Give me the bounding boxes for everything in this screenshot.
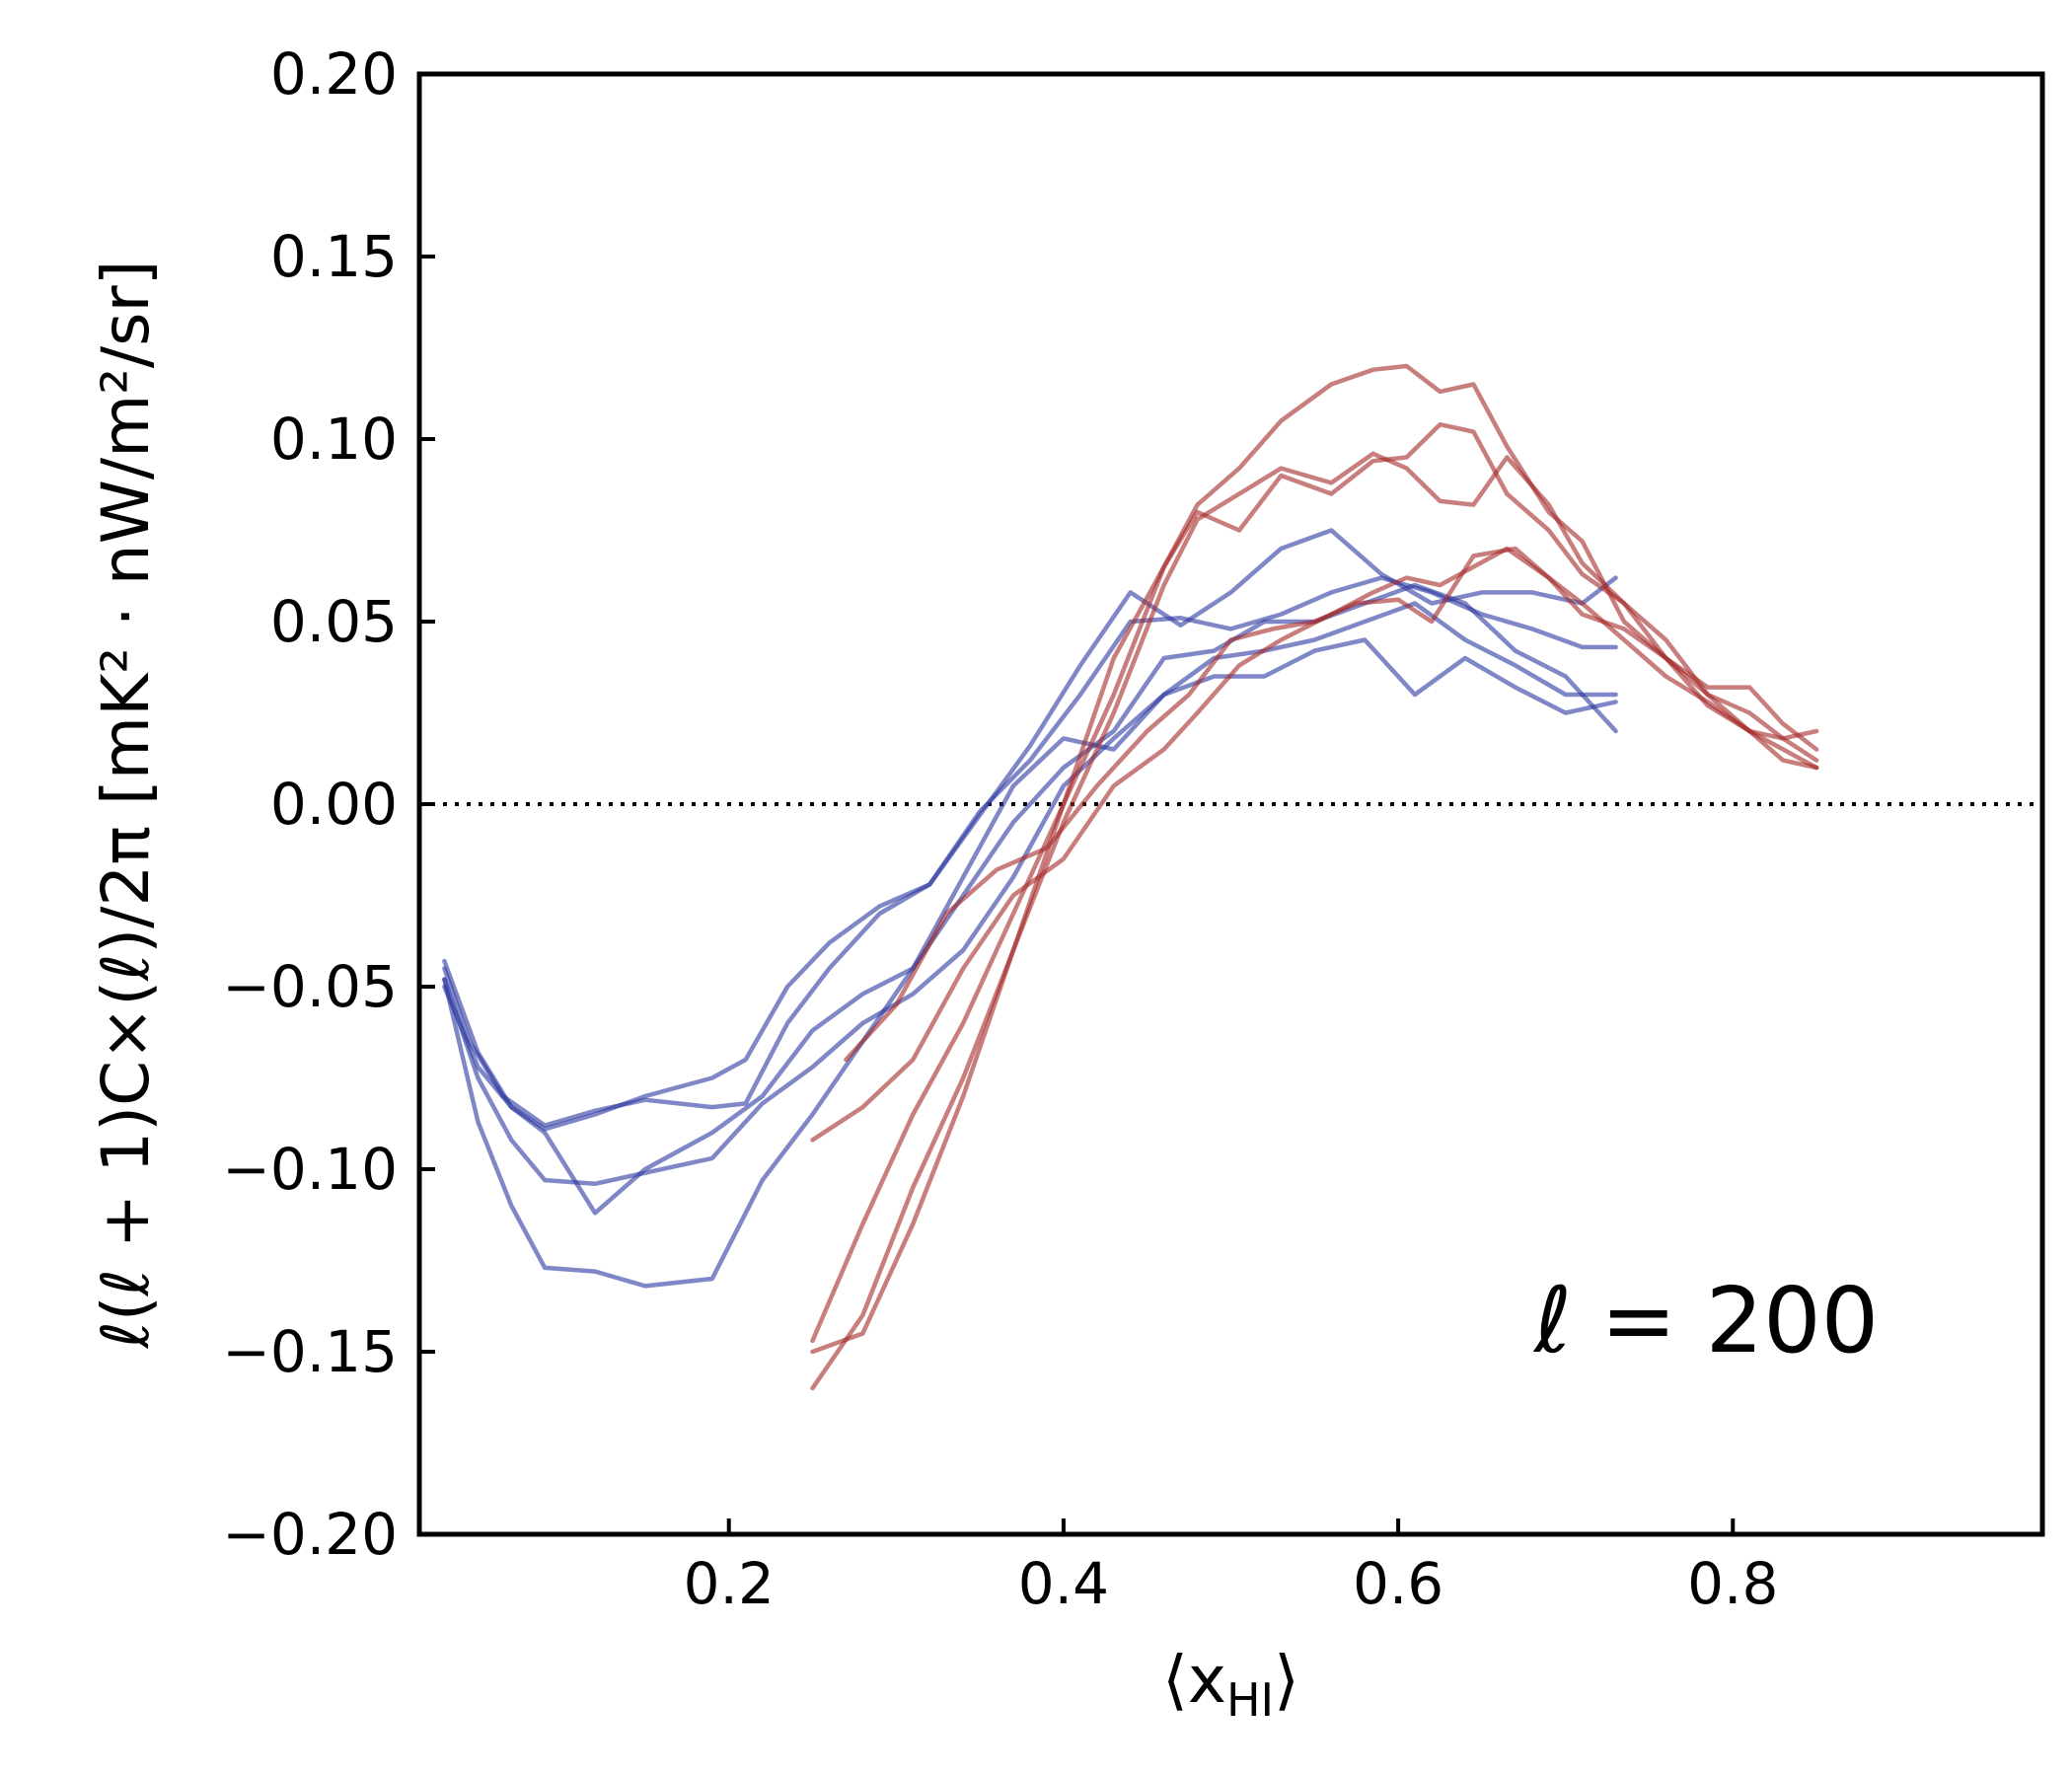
y-tick-label: 0.00 [270, 771, 398, 838]
y-tick-label: 0.20 [270, 40, 398, 108]
series-line-red-5 [844, 546, 1819, 1063]
series-layer [442, 363, 1819, 1391]
x-tick-label: 0.8 [1687, 1550, 1778, 1617]
y-axis-label: ℓ(ℓ + 1)C×(ℓ)/2π [mK² · nW/m²/sr] [88, 260, 164, 1350]
x-axis-label-end: ⟩ [1274, 1642, 1299, 1718]
tick-layer: 0.2 0.4 0.6 0.8 −0.20 −0.15 −0.10 −0.05 0.00 0.05… [222, 40, 1778, 1617]
x-tick-label: 0.4 [1018, 1550, 1109, 1617]
y-tick-label: −0.20 [222, 1501, 398, 1568]
y-tick-label: −0.10 [222, 1136, 398, 1203]
series-line-blue-5 [442, 637, 1618, 1289]
y-tick-label: 0.15 [270, 223, 398, 290]
series-line-blue-2 [442, 528, 1618, 1132]
y-tick-label: −0.15 [222, 1318, 398, 1385]
y-tick-label: −0.05 [222, 953, 398, 1020]
series-line-blue-3 [442, 601, 1618, 1187]
x-tick-label: 0.6 [1353, 1550, 1443, 1617]
x-axis-label-main: ⟨x [1162, 1642, 1226, 1718]
ell-annotation: ℓ = 200 [1532, 1268, 1879, 1373]
series-line-red-2 [810, 421, 1819, 1344]
x-axis-label: ⟨xHI⟩ [1162, 1642, 1299, 1727]
series-line-red-4 [810, 546, 1819, 1143]
series-line-blue-4 [442, 582, 1618, 1216]
x-tick-label: 0.2 [684, 1550, 775, 1617]
y-tick-label: 0.05 [270, 588, 398, 655]
y-tick-label: 0.10 [270, 406, 398, 473]
x-axis-label-subscript: HI [1226, 1673, 1274, 1727]
